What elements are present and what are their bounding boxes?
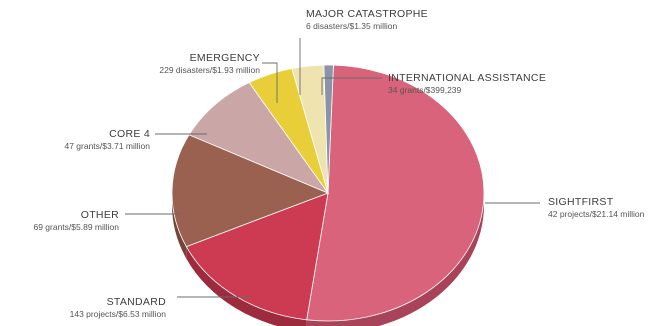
slice-detail: 34 grants/$399,239 [388, 85, 462, 96]
leader-line-emergency [262, 62, 278, 103]
slice-name: STANDARD [106, 296, 166, 308]
label-sightfirst: SIGHTFIRST 42 projects/$21.14 million [548, 196, 644, 220]
slice-detail: 47 grants/$3.71 million [64, 141, 150, 152]
slice-detail: 42 projects/$21.14 million [548, 209, 645, 220]
slice-international-assistance [323, 64, 334, 194]
slice-name: EMERGENCY [189, 52, 260, 64]
leader-line-international-assistance [321, 77, 382, 95]
label-core-4: CORE 4 47 grants/$3.71 million [64, 128, 150, 152]
slice-detail: 6 disasters/$1.35 million [306, 21, 398, 32]
slice-sightfirst [306, 64, 485, 322]
slice-name: SIGHTFIRST [548, 196, 614, 208]
slice-name: MAJOR CATASTROPHE [306, 8, 428, 20]
slice-detail: 69 grants/$5.89 million [33, 222, 119, 233]
slice-name: INTERNATIONAL ASSISTANCE [388, 72, 547, 84]
label-other: OTHER 69 grants/$5.89 million [33, 209, 119, 233]
label-standard: STANDARD 143 projects/$6.53 million [70, 296, 166, 320]
slice-other [171, 134, 330, 248]
slice-standard [185, 192, 329, 321]
label-major-catastrophe: MAJOR CATASTROPHE 6 disasters/$1.35 mill… [306, 8, 428, 32]
slice-detail: 143 projects/$6.53 million [69, 309, 166, 320]
slice-detail: 229 disasters/$1.93 million [159, 65, 260, 76]
label-international-assistance: INTERNATIONAL ASSISTANCE 34 grants/$399,… [388, 72, 546, 96]
label-emergency: EMERGENCY 229 disasters/$1.93 million [159, 52, 260, 76]
slice-side-sightfirst [306, 193, 484, 326]
slice-name: CORE 4 [109, 128, 150, 140]
slice-name: OTHER [80, 209, 119, 221]
slice-side-other [172, 193, 187, 259]
